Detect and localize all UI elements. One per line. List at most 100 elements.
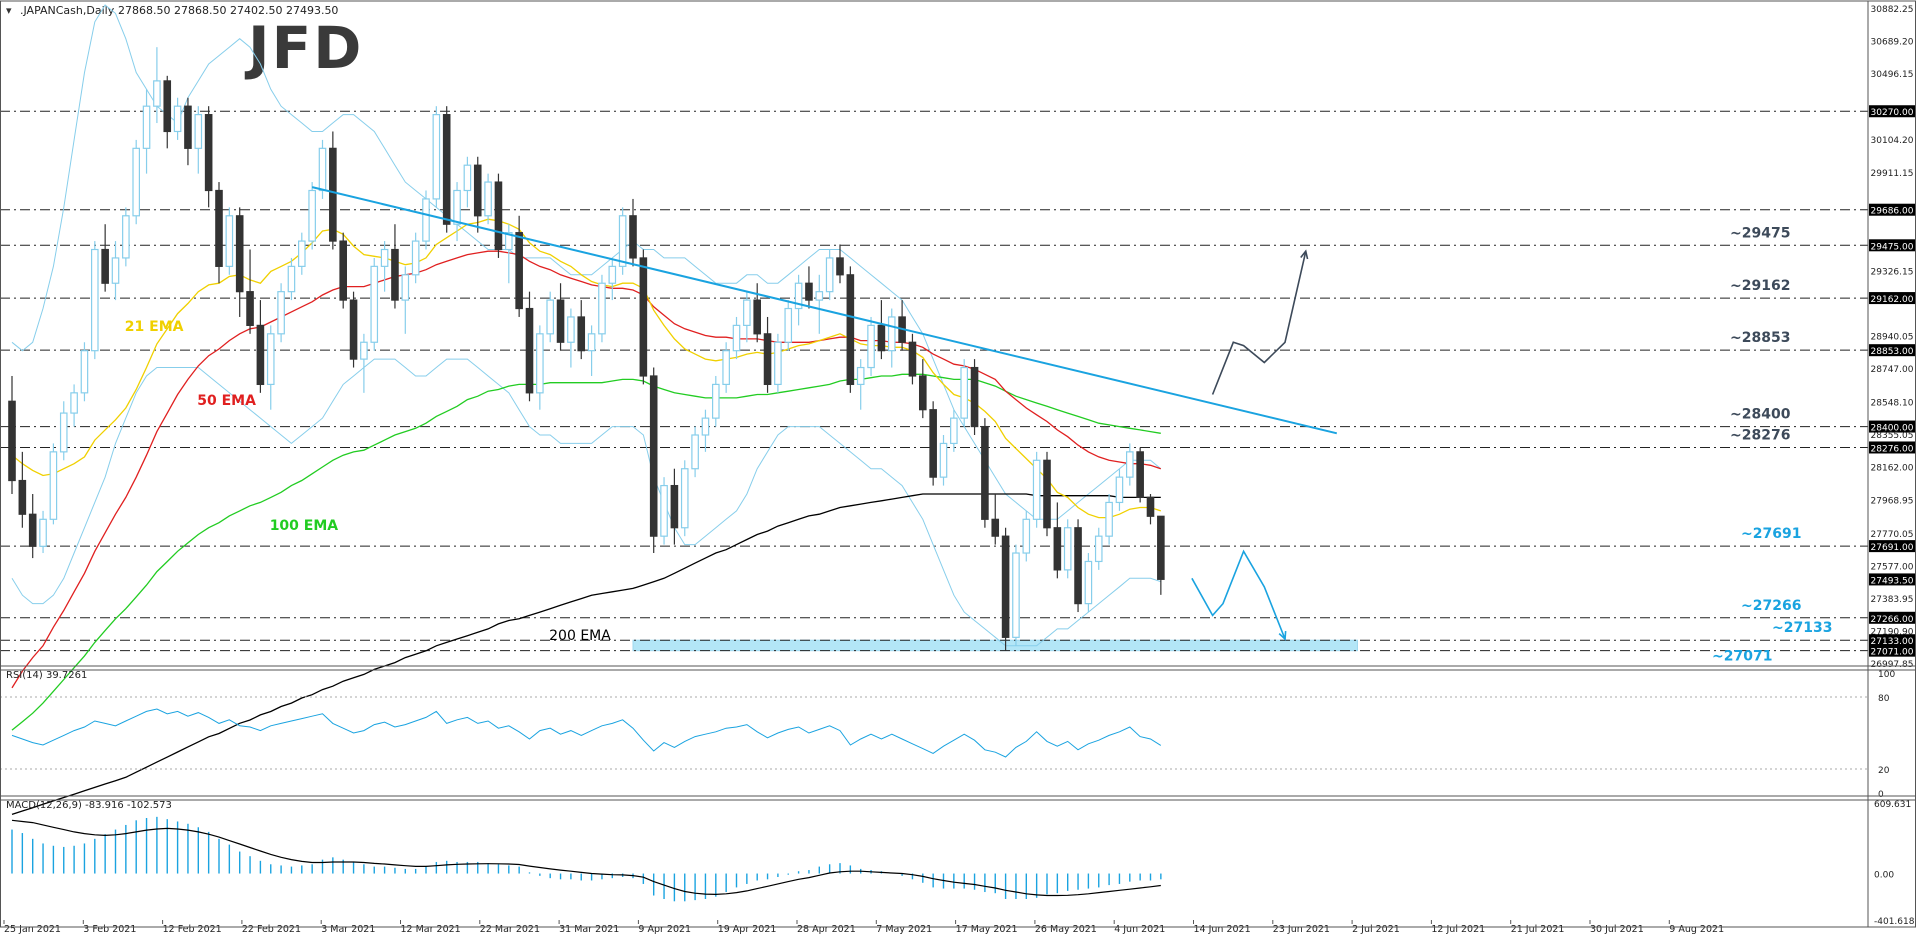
price-level-tag	[1869, 239, 1915, 252]
candle-body	[142, 105, 151, 149]
candle-body	[887, 316, 896, 352]
y-tick-label: 29911.15	[1871, 169, 1914, 179]
candle-body	[153, 80, 161, 107]
candle-body	[505, 232, 513, 251]
ema-series-label: 100 EMA	[270, 518, 339, 534]
price-level-tag	[1869, 634, 1915, 647]
y-tick-label: 29162.00	[1871, 295, 1914, 305]
candle-body	[939, 442, 948, 478]
candle-body	[132, 147, 141, 217]
candle-body	[318, 147, 327, 192]
price-level-tag	[1869, 611, 1915, 624]
y-tick-label: 27968.95	[1871, 496, 1914, 506]
candle-body	[598, 282, 606, 335]
y-tick-label: 27133.00	[1871, 637, 1914, 647]
candle-body	[515, 232, 523, 310]
ohlc-readout: 27868.50 27868.50 27402.50 27493.50	[118, 4, 338, 17]
y-tick-label: 28162.00	[1871, 464, 1914, 474]
candle-body	[711, 383, 720, 419]
downtrend-line	[311, 186, 1338, 435]
level-annotation: ~28276	[1730, 427, 1790, 443]
candle-body	[184, 105, 192, 149]
x-tick-label: 9 Apr 2021	[638, 924, 691, 935]
y-tick-label: 28853.00	[1871, 347, 1914, 357]
bollinger-lower	[11, 358, 1161, 647]
candle-body	[774, 341, 782, 386]
candle-body	[349, 299, 358, 360]
ema50-line	[11, 250, 1162, 689]
candle-body	[743, 299, 751, 326]
y-tick-label: 27770.05	[1871, 530, 1914, 540]
candle-body	[453, 189, 461, 225]
candle-body	[639, 257, 648, 377]
candle-body	[473, 164, 482, 217]
y-tick-label: 28276.00	[1871, 444, 1914, 454]
y-tick-label: 28548.10	[1871, 399, 1914, 409]
candle-body	[970, 366, 979, 428]
y-tick-label: 30496.15	[1871, 70, 1914, 80]
candle-body	[122, 215, 130, 259]
candle-body	[815, 291, 824, 301]
candle-body	[204, 114, 213, 192]
rsi-title: RSI(14) 39.7261	[6, 670, 87, 681]
rsi-panel: RSI(14) 39.7261 100 80 20 0	[0, 670, 1895, 800]
candle-body	[1012, 552, 1020, 638]
brand-logo: JFD	[244, 14, 363, 82]
candle-body	[794, 282, 803, 310]
candle-body	[494, 181, 503, 251]
candle-body	[194, 114, 203, 149]
price-level-tag	[1869, 105, 1915, 118]
price-level-tag	[1869, 344, 1915, 357]
candle-body	[256, 324, 265, 386]
level-annotation: ~28853	[1730, 330, 1790, 346]
candle-body	[1125, 451, 1134, 478]
ema21-line	[11, 218, 1162, 519]
macd-tick-label: -401.618	[1874, 917, 1915, 927]
candle-body	[1115, 476, 1124, 504]
candle-body	[825, 257, 834, 293]
candle-body	[59, 412, 68, 453]
price-level-tag	[1869, 420, 1915, 433]
candle-body	[463, 164, 472, 192]
y-tick-label: 27493.50	[1871, 576, 1914, 586]
candle-body	[70, 392, 78, 414]
candle-body	[8, 400, 16, 482]
candle-body	[691, 434, 699, 470]
symbol-label: .JAPANCash,Daily	[20, 4, 115, 17]
candle-body	[536, 333, 544, 394]
candle-body	[629, 215, 637, 259]
level-annotation: ~28400	[1730, 407, 1791, 423]
level-annotation: ~27071	[1712, 649, 1772, 665]
rsi-frame	[0, 665, 1916, 801]
candle-body	[360, 341, 368, 360]
x-tick-label: 31 Mar 2021	[559, 924, 619, 935]
candle-body	[856, 366, 865, 386]
y-tick-label: 26997.85	[1871, 660, 1914, 670]
candle-body	[1022, 518, 1031, 554]
x-tick-label: 9 Aug 2021	[1669, 924, 1724, 935]
macd-panel: MACD(12,26,9) -83.916 -102.573 609.631 0.0…	[6, 800, 1915, 927]
candle-body	[401, 274, 410, 301]
candle-body	[680, 468, 689, 529]
x-tick-label: 2 Jul 2021	[1352, 924, 1400, 935]
bollinger-upper	[11, 4, 1162, 520]
candle-body	[763, 333, 772, 386]
candle-body	[1157, 515, 1165, 580]
candle-body	[422, 198, 430, 242]
y-tick-label: 28355.05	[1871, 431, 1914, 441]
candle-body	[111, 257, 120, 284]
candle-body	[1084, 560, 1093, 605]
y-tick-label: 29326.15	[1871, 267, 1914, 277]
candle-body	[1136, 451, 1144, 498]
candle-body	[411, 240, 420, 276]
rsi-tick-label: 20	[1878, 766, 1890, 776]
macd-frame	[0, 795, 1916, 928]
support-zone	[632, 639, 1358, 652]
candle-body	[567, 316, 575, 343]
bullish-scenario-arrow	[1211, 251, 1307, 395]
candle-body	[660, 484, 668, 537]
candle-body	[1053, 527, 1062, 571]
y-tick-label: 28400.00	[1871, 424, 1914, 434]
y-tick-label: 27691.00	[1871, 543, 1914, 553]
